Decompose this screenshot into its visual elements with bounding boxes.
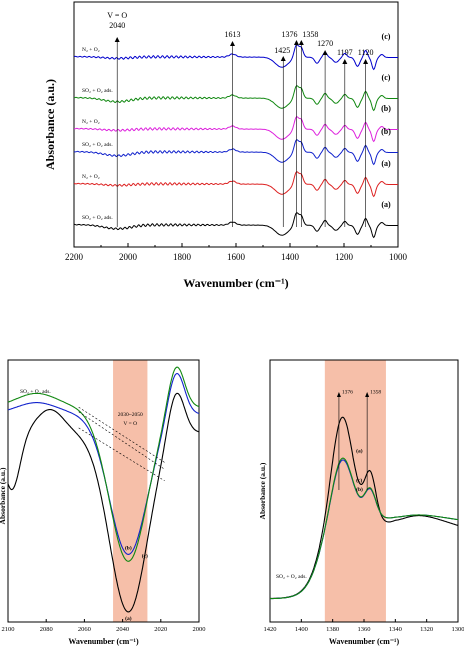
x-tick-label: 1000 <box>389 252 408 262</box>
x-tick-label: 2060 <box>78 626 91 633</box>
x-tick-label: 1200 <box>335 252 354 262</box>
annotation-label: 1358 <box>302 30 318 39</box>
y-axis-label: Absorbance (a.u.) <box>43 79 57 170</box>
x-tick-label: 1600 <box>227 252 246 262</box>
marker-arrow <box>229 41 235 46</box>
x-tick-label: 2040 <box>116 626 129 633</box>
marker-arrow <box>322 50 328 55</box>
series-name-label: SO₂ + O₂ ads. <box>82 142 113 148</box>
marker-arrow <box>280 56 286 61</box>
series-tag-label: (a) <box>125 615 132 622</box>
annotation-label: 2040 <box>109 21 125 30</box>
marker-arrow <box>342 59 348 64</box>
highlight-band <box>113 360 148 622</box>
series-tag-label: (b) <box>125 544 132 551</box>
marker-arrow <box>114 37 120 42</box>
marker-arrow <box>363 59 369 64</box>
x-tick-label: 2020 <box>154 626 167 633</box>
series-tag-label: (c) <box>382 73 391 82</box>
x-axis-label: Wavenumber (cm⁻¹) <box>329 637 400 646</box>
series-tag-label: (c) <box>142 552 148 559</box>
y-axis-label: Absorbance (a.u.) <box>0 467 7 524</box>
marker-arrow <box>365 392 370 397</box>
baseline-line <box>78 406 165 463</box>
x-tick-label: 2000 <box>193 626 206 633</box>
x-tick-label: 2100 <box>2 626 15 633</box>
series-tag-label: (a) <box>381 159 391 168</box>
baseline-line <box>78 427 165 482</box>
series-tag-label: (c) <box>356 477 362 484</box>
legend-text: SO₂ + O₂ ads. <box>276 574 307 580</box>
x-axis-label: Wavenumber (cm⁻¹) <box>68 637 139 646</box>
highlight-label: 2030~2050 <box>118 412 143 418</box>
marker-arrow <box>336 392 341 397</box>
series-tag-label: (a) <box>381 200 391 209</box>
annotation-label: 1120 <box>358 48 374 57</box>
annotation-label: 1376 <box>342 390 353 396</box>
highlight-label: V = O <box>123 421 137 427</box>
series-line <box>73 85 398 112</box>
x-tick-label: 1380 <box>326 626 339 633</box>
x-tick-label: 1400 <box>281 252 300 262</box>
x-tick-label: 1340 <box>389 626 402 633</box>
marker-arrow <box>298 40 304 45</box>
x-tick-label: 1360 <box>358 626 371 633</box>
x-tick-label: 2080 <box>40 626 53 633</box>
series-tag-label: (a) <box>356 447 363 454</box>
series-name-label: SO₂ + O₂ ads. <box>82 215 113 221</box>
series-line <box>7 366 200 562</box>
x-tick-label: 1420 <box>264 626 277 633</box>
baseline-line <box>78 411 165 470</box>
x-tick-label: 2200 <box>65 252 84 262</box>
series-line <box>7 372 200 555</box>
annotation-label: V = O <box>107 11 127 20</box>
series-line <box>73 171 398 198</box>
series-line <box>7 392 200 613</box>
x-tick-label: 2000 <box>119 252 138 262</box>
annotation-label: 1197 <box>337 48 353 57</box>
marker-arrow <box>293 40 299 45</box>
plot-frame <box>7 359 200 623</box>
x-tick-label: 1300 <box>452 626 464 633</box>
series-line <box>74 116 398 143</box>
series-tag-label: (c) <box>382 32 391 41</box>
series-name-label: N₂ + O₂ <box>82 47 100 53</box>
x-tick-label: 1400 <box>295 626 308 633</box>
series-line <box>270 457 459 600</box>
x-tick-label: 1320 <box>420 626 433 633</box>
legend-text: SO₂ + O₂ ads. <box>20 389 51 395</box>
x-axis-label: Wavenumber (cm⁻¹) <box>183 276 288 290</box>
series-name-label: SO₂ + O₂ ads. <box>82 88 113 94</box>
series-tag-label: (b) <box>381 104 391 113</box>
y-axis-label: Absorbance (a.u.) <box>258 462 267 519</box>
series-line <box>73 44 398 71</box>
series-name-label: N₂ + O₂ <box>82 174 100 180</box>
x-tick-label: 1800 <box>173 252 192 262</box>
series-name-label: N₂ + O₂ <box>82 119 100 125</box>
annotation-label: 1425 <box>274 46 290 55</box>
series-line <box>74 212 398 239</box>
annotation-label: 1358 <box>370 390 381 396</box>
series-tag-label: (b) <box>356 486 363 493</box>
series-tag-label: (b) <box>381 127 391 136</box>
series-line <box>73 139 398 166</box>
annotation-label: 1270 <box>317 39 333 48</box>
annotation-label: 1376 <box>281 30 297 39</box>
annotation-label: 1613 <box>224 30 240 39</box>
